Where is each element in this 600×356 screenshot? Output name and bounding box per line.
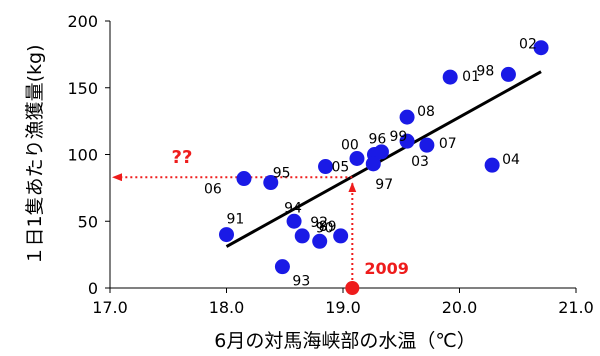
x-tick-label: 17.0 [92, 298, 128, 317]
data-point [236, 171, 252, 187]
point-label: 08 [417, 104, 435, 120]
data-point [219, 227, 234, 243]
data-point [533, 40, 549, 56]
data-point [263, 175, 279, 191]
x-tick-label: 21.0 [558, 298, 594, 317]
x-axis-title: 6月の対馬海峡部の水温（℃） [214, 330, 475, 352]
data-point [399, 109, 415, 125]
unknown-estimate-label: ?? [172, 147, 193, 168]
x-tick-label: 18.0 [209, 298, 245, 317]
point-label: 99 [389, 129, 407, 145]
point-label: 90 [316, 220, 334, 236]
data-point [419, 137, 435, 153]
data-point [399, 133, 415, 149]
point-label: 06 [204, 182, 222, 198]
data-point [365, 156, 381, 172]
x-tick-label: 19.0 [325, 298, 361, 317]
y-axis-title: １日1隻あたり漁獲量(kg) [24, 45, 46, 266]
data-point [312, 233, 328, 249]
point-label: 00 [341, 138, 359, 154]
y-tick-label: 50 [78, 212, 98, 231]
point-label: 91 [227, 212, 245, 228]
y-tick-label: 150 [67, 79, 98, 98]
data-point [274, 259, 290, 275]
point-label: 04 [502, 152, 520, 168]
point-label: 03 [411, 154, 429, 170]
annotation-group: ?? [112, 147, 357, 280]
data-point [373, 144, 389, 160]
point-label: 96 [368, 132, 386, 148]
point-label: 95 [273, 166, 291, 182]
trend-line-group [225, 70, 542, 248]
point-label: 02 [519, 37, 537, 53]
highlight-label: 2009 [364, 259, 409, 278]
x-tick-label: 20.0 [442, 298, 478, 317]
point-label: 01 [462, 69, 480, 85]
y-tick-label: 200 [67, 12, 98, 31]
y-tick-label: 0 [88, 279, 98, 298]
data-point [294, 228, 310, 244]
point-label: 94 [284, 200, 302, 216]
point-label: 05 [332, 160, 350, 176]
data-point [500, 66, 516, 82]
data-points [219, 40, 549, 295]
data-point [484, 157, 500, 173]
trend-line [225, 70, 542, 248]
point-label: 89 [319, 219, 337, 235]
y-tick-label: 100 [67, 146, 98, 165]
data-point [318, 159, 334, 175]
point-label: 07 [439, 136, 457, 152]
data-point [333, 228, 349, 244]
data-point [349, 151, 365, 167]
point-label: 92 [310, 215, 328, 231]
highlight-point [345, 281, 360, 295]
data-point [286, 213, 302, 229]
point-label: 97 [375, 177, 393, 193]
data-point [442, 69, 458, 85]
point-label: 98 [476, 63, 494, 79]
point-label: 93 [292, 274, 310, 290]
